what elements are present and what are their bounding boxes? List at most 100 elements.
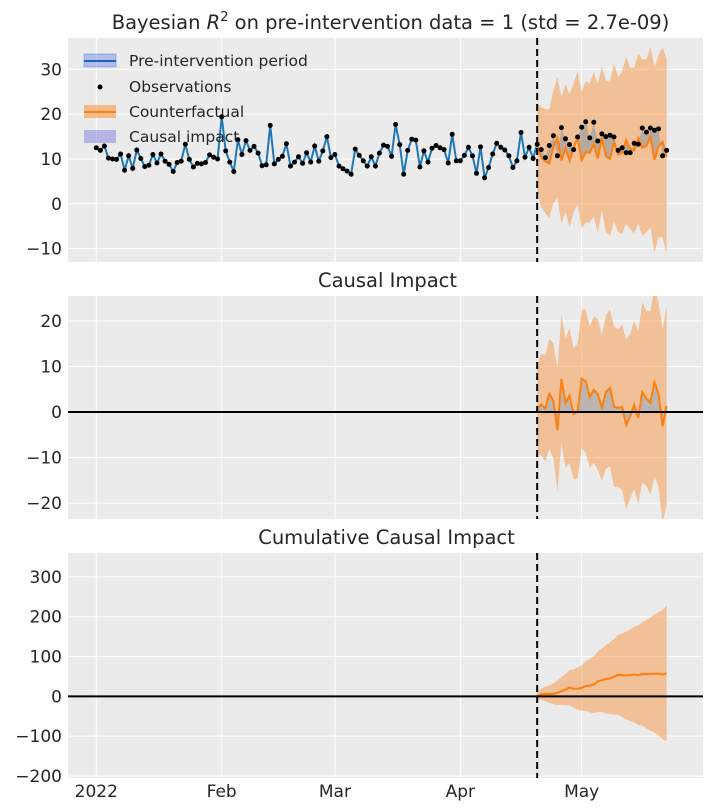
observation-point xyxy=(502,147,508,153)
observation-point xyxy=(186,156,192,162)
x-tick-label: 2022 xyxy=(75,782,118,802)
observation-point xyxy=(126,153,132,159)
observation-point xyxy=(542,155,548,161)
observation-point xyxy=(324,134,330,140)
observation-point xyxy=(292,159,297,165)
observation-point xyxy=(615,147,621,153)
legend-label-observations: Observations xyxy=(129,78,231,96)
observation-point xyxy=(506,153,512,159)
observation-point xyxy=(336,163,342,169)
observation-point xyxy=(579,124,585,130)
y-tick-label: 10 xyxy=(40,150,62,170)
observation-point xyxy=(550,133,556,139)
observation-point xyxy=(194,160,200,166)
observation-point xyxy=(554,153,560,159)
observation-point xyxy=(275,156,281,162)
observation-point xyxy=(490,151,496,157)
observation-point xyxy=(130,165,136,171)
observation-point xyxy=(190,164,196,170)
observation-point xyxy=(660,153,666,159)
observation-point xyxy=(178,158,184,164)
observation-point xyxy=(635,141,641,147)
observation-point xyxy=(457,158,463,164)
observation-point xyxy=(271,161,277,167)
observation-point xyxy=(429,145,435,151)
observation-point xyxy=(283,141,289,147)
observation-point xyxy=(514,158,520,164)
observation-point xyxy=(199,161,204,167)
observation-point xyxy=(425,159,431,165)
observation-point xyxy=(97,147,103,153)
observation-point xyxy=(421,148,427,154)
observation-point xyxy=(587,135,593,141)
observation-point xyxy=(522,154,528,160)
observation-point xyxy=(340,166,346,172)
observation-point xyxy=(591,119,597,125)
observation-point xyxy=(607,132,613,138)
observation-point xyxy=(227,159,233,165)
observation-point xyxy=(534,141,540,147)
y-tick-label: −20 xyxy=(26,494,62,514)
observation-point xyxy=(308,159,314,165)
observation-point xyxy=(114,156,119,162)
observation-point xyxy=(215,156,221,162)
observation-point xyxy=(118,151,124,157)
legend-label-causal-impact: Causal impact xyxy=(129,128,239,146)
observation-point xyxy=(142,164,148,170)
y-tick-label: 20 xyxy=(40,105,62,125)
observation-point xyxy=(170,169,176,174)
observation-point xyxy=(611,134,617,140)
panel-2-data xyxy=(68,296,703,519)
panel-1-data xyxy=(93,38,670,262)
observation-point xyxy=(486,165,492,170)
observation-point xyxy=(381,142,386,148)
observation-point xyxy=(417,164,423,170)
y-tick-label: 200 xyxy=(30,608,62,628)
observation-point xyxy=(134,147,140,153)
observation-point xyxy=(312,143,318,149)
observation-point xyxy=(498,144,504,150)
observation-point xyxy=(352,146,358,152)
y-tick-label: 0 xyxy=(51,403,62,423)
observation-point xyxy=(478,144,483,150)
x-tick-label: May xyxy=(564,782,599,802)
observation-point xyxy=(360,158,366,164)
observation-point xyxy=(101,143,107,149)
counterfactual-band xyxy=(537,47,667,255)
observation-point xyxy=(376,150,382,156)
observation-point xyxy=(530,156,536,161)
observation-point xyxy=(575,134,581,140)
observation-point xyxy=(639,125,645,131)
observation-point xyxy=(599,131,605,137)
cumulative-line xyxy=(536,672,667,697)
observation-point xyxy=(162,158,168,164)
observation-point xyxy=(397,142,403,148)
observation-point xyxy=(441,147,447,153)
observation-point xyxy=(93,145,99,151)
observation-point xyxy=(279,153,285,159)
title-exponent: 2 xyxy=(220,10,228,25)
observation-point xyxy=(413,137,419,143)
cumulative-band xyxy=(537,605,667,742)
y-tick-label: −200 xyxy=(15,767,62,787)
observation-point xyxy=(445,160,451,166)
observation-point xyxy=(526,144,532,150)
y-tick-label: 20 xyxy=(40,312,62,332)
x-tick-label: Feb xyxy=(207,782,237,802)
observation-point xyxy=(510,165,516,170)
observation-point xyxy=(219,114,225,120)
observation-point xyxy=(207,152,213,158)
observation-point xyxy=(368,154,374,160)
observation-point xyxy=(263,162,269,168)
observation-point xyxy=(122,167,128,173)
observation-point xyxy=(300,160,306,166)
title-suffix: on pre-intervention data = 1 (std = 2.7e… xyxy=(228,11,669,34)
observation-point xyxy=(453,158,459,164)
y-tick-label: −10 xyxy=(26,240,62,260)
legend: Pre-intervention period Observations Count… xyxy=(83,52,308,146)
observation-point xyxy=(255,150,261,156)
observation-point xyxy=(105,155,111,161)
counterfactual-line xyxy=(536,133,668,165)
chart-title: Bayesian R2 on pre-intervention data = 1… xyxy=(112,10,670,34)
